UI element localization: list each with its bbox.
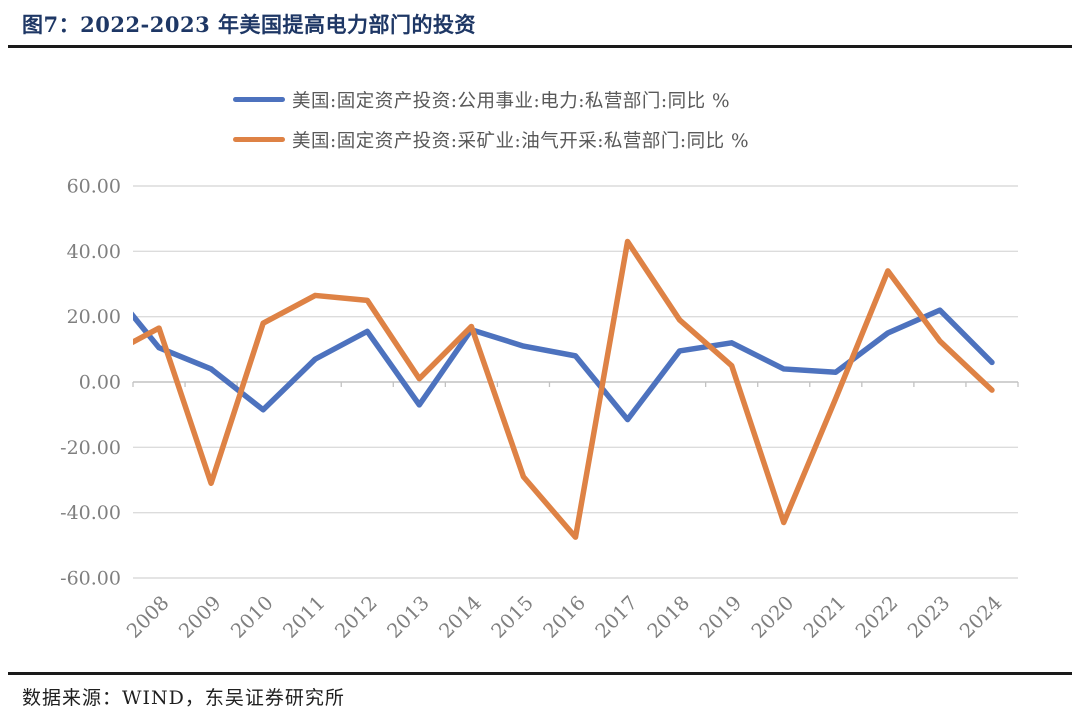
x-tick-label: 2010: [226, 591, 277, 642]
x-tick-label: 2016: [539, 591, 590, 642]
legend-item-oil-gas: 美国:固定资产投资:采矿业:油气开采:私营部门:同比 %: [233, 126, 749, 153]
legend-line-swatch-power: [233, 97, 285, 102]
chart-legend: 美国:固定资产投资:公用事业:电力:私营部门:同比 % 美国:固定资产投资:采矿…: [233, 86, 749, 153]
y-tick-label: -20.00: [60, 437, 121, 459]
figure-title: 图7：2022-2023 年美国提高电力部门的投资: [22, 12, 477, 37]
x-tick-label: 2018: [643, 591, 694, 642]
legend-label-oil-gas: 美国:固定资产投资:采矿业:油气开采:私营部门:同比 %: [292, 130, 750, 152]
y-tick-label: 0.00: [79, 372, 121, 394]
x-tick-label: 2020: [747, 591, 798, 642]
x-tick-label: 2017: [591, 591, 642, 642]
y-tick-label: -60.00: [60, 568, 121, 590]
title-divider: [8, 45, 1072, 48]
legend-item-power: 美国:固定资产投资:公用事业:电力:私营部门:同比 %: [233, 86, 749, 113]
x-tick-label: 2024: [955, 591, 1006, 642]
x-tick-label: 2008: [122, 591, 173, 642]
series-group: [133, 238, 995, 540]
y-tick-label: 20.00: [67, 306, 121, 328]
x-tick-label: 2022: [851, 591, 902, 642]
y-tick-label: -40.00: [60, 502, 121, 524]
x-tick-label: 2011: [278, 591, 329, 642]
y-tick-label: 60.00: [67, 176, 121, 198]
legend-line-swatch-oil-gas: [233, 137, 285, 142]
x-tick-label: 2013: [382, 591, 433, 642]
x-tick-label: 2023: [903, 591, 954, 642]
x-tick-label: 2012: [330, 591, 381, 642]
x-tick-label: 2014: [435, 591, 486, 642]
x-tick-label: 2009: [174, 591, 225, 642]
series-line-oil-gas: [133, 238, 995, 540]
series-line-power: [133, 307, 995, 423]
data-source-note: 数据来源：WIND，东吴证券研究所: [22, 687, 345, 709]
x-tick-label: 2021: [799, 591, 850, 642]
legend-label-power: 美国:固定资产投资:公用事业:电力:私营部门:同比 %: [292, 90, 731, 112]
y-tick-label: 40.00: [67, 241, 121, 263]
x-tick-label: 2015: [487, 591, 538, 642]
footer-divider: [8, 672, 1072, 675]
x-tick-label: 2019: [695, 591, 746, 642]
